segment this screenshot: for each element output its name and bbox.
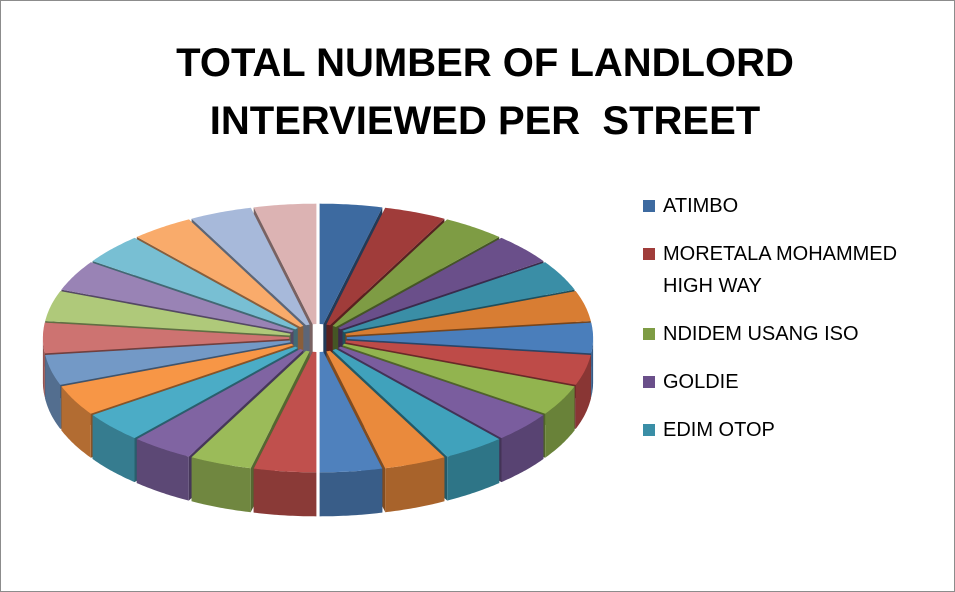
slice-top [345, 340, 591, 385]
legend-label: GOLDIE [663, 371, 739, 393]
slice-top [92, 346, 298, 439]
legend-item: NDIDEM USANG ISO [643, 318, 943, 350]
slice-top [253, 203, 317, 325]
legend-swatch [643, 248, 655, 260]
slice-top [45, 340, 291, 385]
legend-item: GOLDIE [643, 366, 943, 398]
legend: ATIMBO MORETALA MOHAMMED HIGH WAY NDIDEM U… [643, 190, 943, 462]
slice-top [253, 351, 317, 473]
slice-top [136, 219, 304, 327]
slice-wall [501, 415, 544, 483]
slice-top [61, 343, 294, 414]
slice-wall [319, 468, 383, 517]
slice-top [332, 219, 500, 327]
legend-label: ATIMBO [663, 195, 739, 217]
legend-label: EDIM OTOP [663, 419, 775, 441]
slice-top [61, 262, 294, 333]
slice-top [342, 262, 575, 333]
slice-wall [253, 468, 317, 517]
slice [253, 351, 317, 517]
legend-item: EDIM OTOP [643, 414, 943, 446]
slice-wall [575, 355, 591, 429]
slice-top [42, 322, 290, 354]
slice-wall [45, 355, 61, 429]
slice-top [338, 346, 544, 439]
slice-wall [61, 386, 91, 458]
legend-item: MORETALA MOHAMMED HIGH WAY [643, 238, 943, 302]
slice-top [345, 291, 591, 336]
slice-top [191, 350, 310, 469]
slice [319, 351, 383, 517]
slice-top [319, 203, 383, 325]
slice-top [326, 207, 445, 326]
slice-wall [385, 457, 445, 513]
slice-wall [92, 415, 135, 483]
slice-wall [591, 336, 594, 398]
slice-top [346, 322, 594, 354]
chart-title: TOTAL NUMBER OF LANDLORD INTERVIEWED PER… [176, 41, 805, 143]
slice-top [191, 207, 310, 326]
slice-wall [42, 336, 45, 398]
chart [42, 203, 594, 517]
slice-top [92, 237, 298, 330]
legend-swatch [643, 200, 655, 212]
legend-swatch [643, 424, 655, 436]
legend-swatch [643, 376, 655, 388]
slice-wall [191, 457, 251, 513]
legend-swatch [643, 328, 655, 340]
slice-top [342, 343, 575, 414]
slice-top [332, 349, 500, 457]
legend-item: ATIMBO [643, 190, 943, 222]
slice-top [136, 349, 304, 457]
slice-top [45, 291, 291, 336]
slice-wall [545, 386, 575, 458]
slice-top [326, 350, 445, 469]
slice-wall [447, 439, 500, 501]
legend-label: NDIDEM USANG ISO [663, 323, 859, 345]
legend-label: MORETALA MOHAMMED HIGH WAY [663, 243, 898, 297]
slice-wall [136, 439, 189, 501]
slice-top [319, 351, 383, 473]
slice-top [338, 237, 544, 330]
